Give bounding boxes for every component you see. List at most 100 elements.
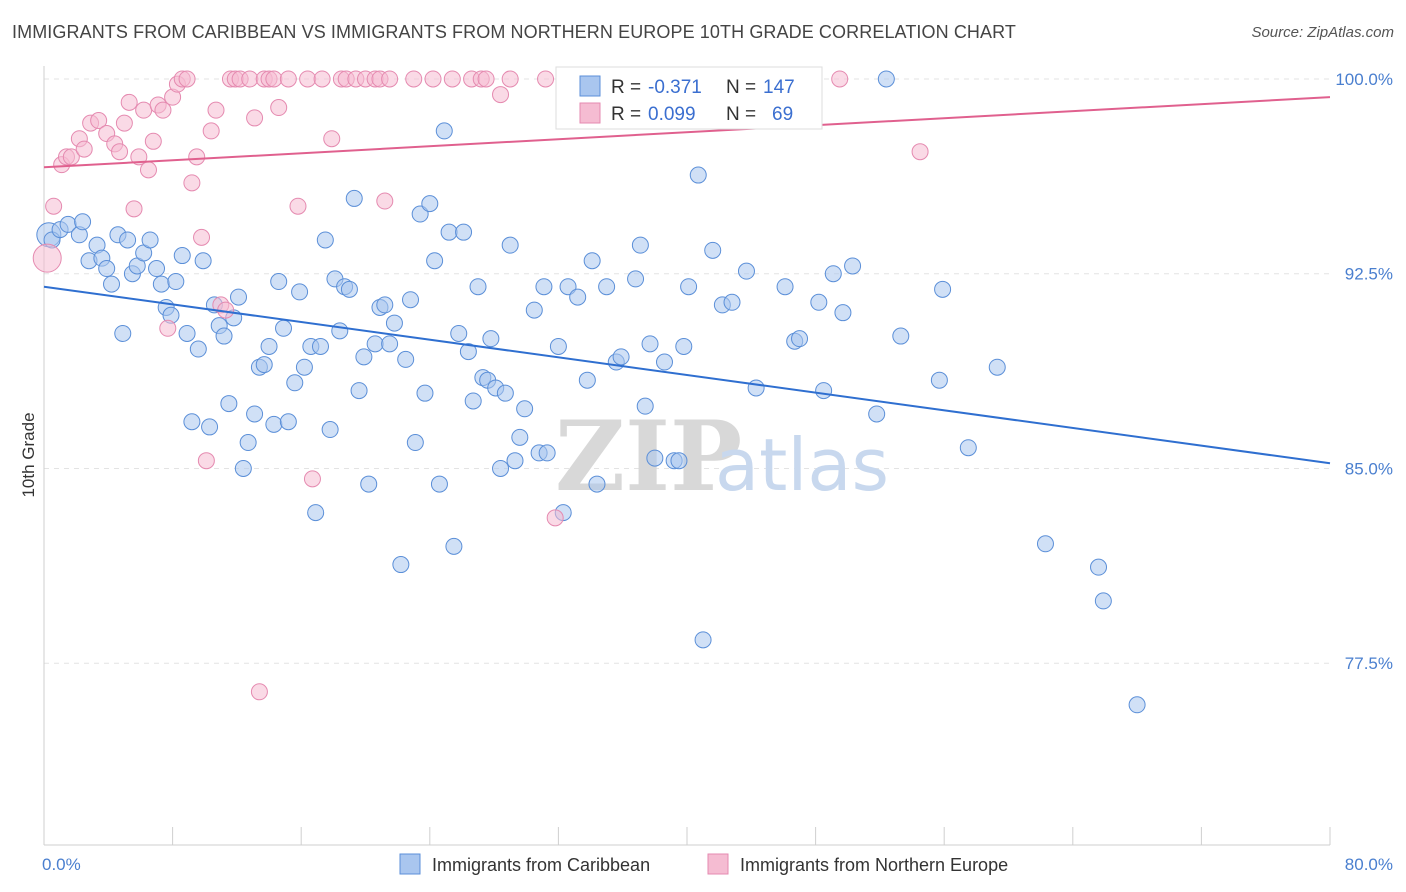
point-0-91 — [516, 400, 534, 418]
point-0-8 — [98, 260, 116, 278]
point-0-70 — [416, 384, 434, 402]
point-0-64 — [385, 314, 403, 332]
point-0-102 — [588, 475, 606, 493]
stats-blue-n-label: N = — [726, 77, 756, 98]
point-0-117 — [694, 631, 712, 649]
point-0-12 — [119, 231, 137, 249]
point-0-9 — [103, 275, 121, 293]
source-label: Source: ZipAtlas.com — [1251, 24, 1394, 41]
point-0-115 — [680, 278, 698, 296]
y-tick-label-1: 92.5% — [1345, 265, 1393, 284]
point-0-120 — [723, 293, 741, 311]
y-tick-labels: 100.0% 92.5% 85.0% 77.5% — [1335, 70, 1393, 673]
y-tick-label-3: 77.5% — [1345, 654, 1393, 673]
point-0-63 — [381, 335, 399, 353]
point-0-137 — [988, 358, 1006, 376]
point-1-16 — [139, 161, 157, 179]
point-0-76 — [445, 537, 463, 555]
point-0-141 — [1128, 696, 1146, 714]
point-0-130 — [844, 257, 862, 275]
axes — [43, 66, 1331, 846]
stats-swatch-pink — [579, 102, 601, 124]
point-0-100 — [578, 371, 596, 389]
point-0-80 — [464, 392, 482, 410]
point-0-57 — [350, 382, 368, 400]
point-1-10 — [111, 143, 129, 161]
point-0-45 — [291, 283, 309, 301]
point-0-92 — [525, 301, 543, 319]
point-0-59 — [360, 475, 378, 493]
stats-pink-n-value: 69 — [772, 104, 793, 125]
stats-pink-r-label: R = — [611, 104, 641, 125]
point-1-57 — [405, 70, 423, 88]
point-1-26 — [188, 148, 206, 166]
point-0-25 — [189, 340, 207, 358]
chart-title: IMMIGRANTS FROM CARIBBEAN VS IMMIGRANTS … — [12, 22, 1016, 42]
point-0-58 — [355, 348, 373, 366]
point-1-59 — [443, 70, 461, 88]
point-1-0 — [45, 197, 63, 215]
series-northern-europe — [32, 70, 929, 701]
point-1-46 — [303, 470, 321, 488]
watermark: ZIP atlas — [555, 400, 889, 513]
point-0-106 — [627, 270, 645, 288]
point-0-136 — [959, 439, 977, 457]
point-0-77 — [450, 324, 468, 342]
point-1-19 — [154, 101, 172, 119]
point-0-140 — [1094, 592, 1112, 610]
point-0-126 — [810, 293, 828, 311]
y-tick-label-2: 85.0% — [1345, 459, 1393, 478]
point-0-27 — [201, 418, 219, 436]
point-1-68 — [831, 70, 849, 88]
point-0-101 — [583, 252, 601, 270]
point-1-62 — [477, 70, 495, 88]
point-0-21 — [167, 273, 185, 291]
point-0-65 — [392, 556, 410, 574]
point-0-39 — [260, 337, 278, 355]
point-0-94 — [535, 278, 553, 296]
point-0-127 — [815, 382, 833, 400]
point-0-129 — [834, 304, 852, 322]
stats-blue-n-value: 147 — [763, 77, 795, 98]
point-1-56 — [381, 70, 399, 88]
point-0-42 — [275, 319, 293, 337]
point-0-135 — [934, 280, 952, 298]
point-0-81 — [469, 278, 487, 296]
point-1-17 — [144, 132, 162, 150]
point-0-90 — [511, 428, 529, 446]
point-0-110 — [646, 449, 664, 467]
point-1-38 — [250, 683, 268, 701]
legend-label-caribbean: Immigrants from Caribbean — [432, 855, 650, 875]
point-1-43 — [279, 70, 297, 88]
point-0-72 — [426, 252, 444, 270]
point-0-67 — [402, 291, 420, 309]
point-0-122 — [747, 379, 765, 397]
point-1-11 — [115, 114, 133, 132]
legend-label-northern-europe: Immigrants from Northern Europe — [740, 855, 1008, 875]
point-0-78 — [455, 223, 473, 241]
point-0-43 — [279, 413, 297, 431]
point-1-24 — [178, 70, 196, 88]
point-0-41 — [270, 273, 288, 291]
point-0-48 — [307, 504, 325, 522]
point-0-36 — [246, 405, 264, 423]
point-0-49 — [311, 337, 329, 355]
point-0-114 — [675, 337, 693, 355]
point-1-42 — [270, 99, 288, 117]
point-0-40 — [265, 415, 283, 433]
point-1-20 — [159, 319, 177, 337]
point-1-30 — [207, 101, 225, 119]
trend-line-0 — [43, 285, 1331, 465]
point-0-111 — [655, 353, 673, 371]
point-0-107 — [631, 236, 649, 254]
y-tick-label-0: 100.0% — [1335, 70, 1393, 89]
point-0-33 — [230, 288, 248, 306]
point-0-34 — [234, 459, 252, 477]
point-1-37 — [246, 109, 264, 127]
point-0-69 — [411, 205, 429, 223]
point-0-73 — [430, 475, 448, 493]
point-1-36 — [241, 70, 259, 88]
point-1-55 — [376, 192, 394, 210]
point-1-5 — [75, 140, 93, 158]
